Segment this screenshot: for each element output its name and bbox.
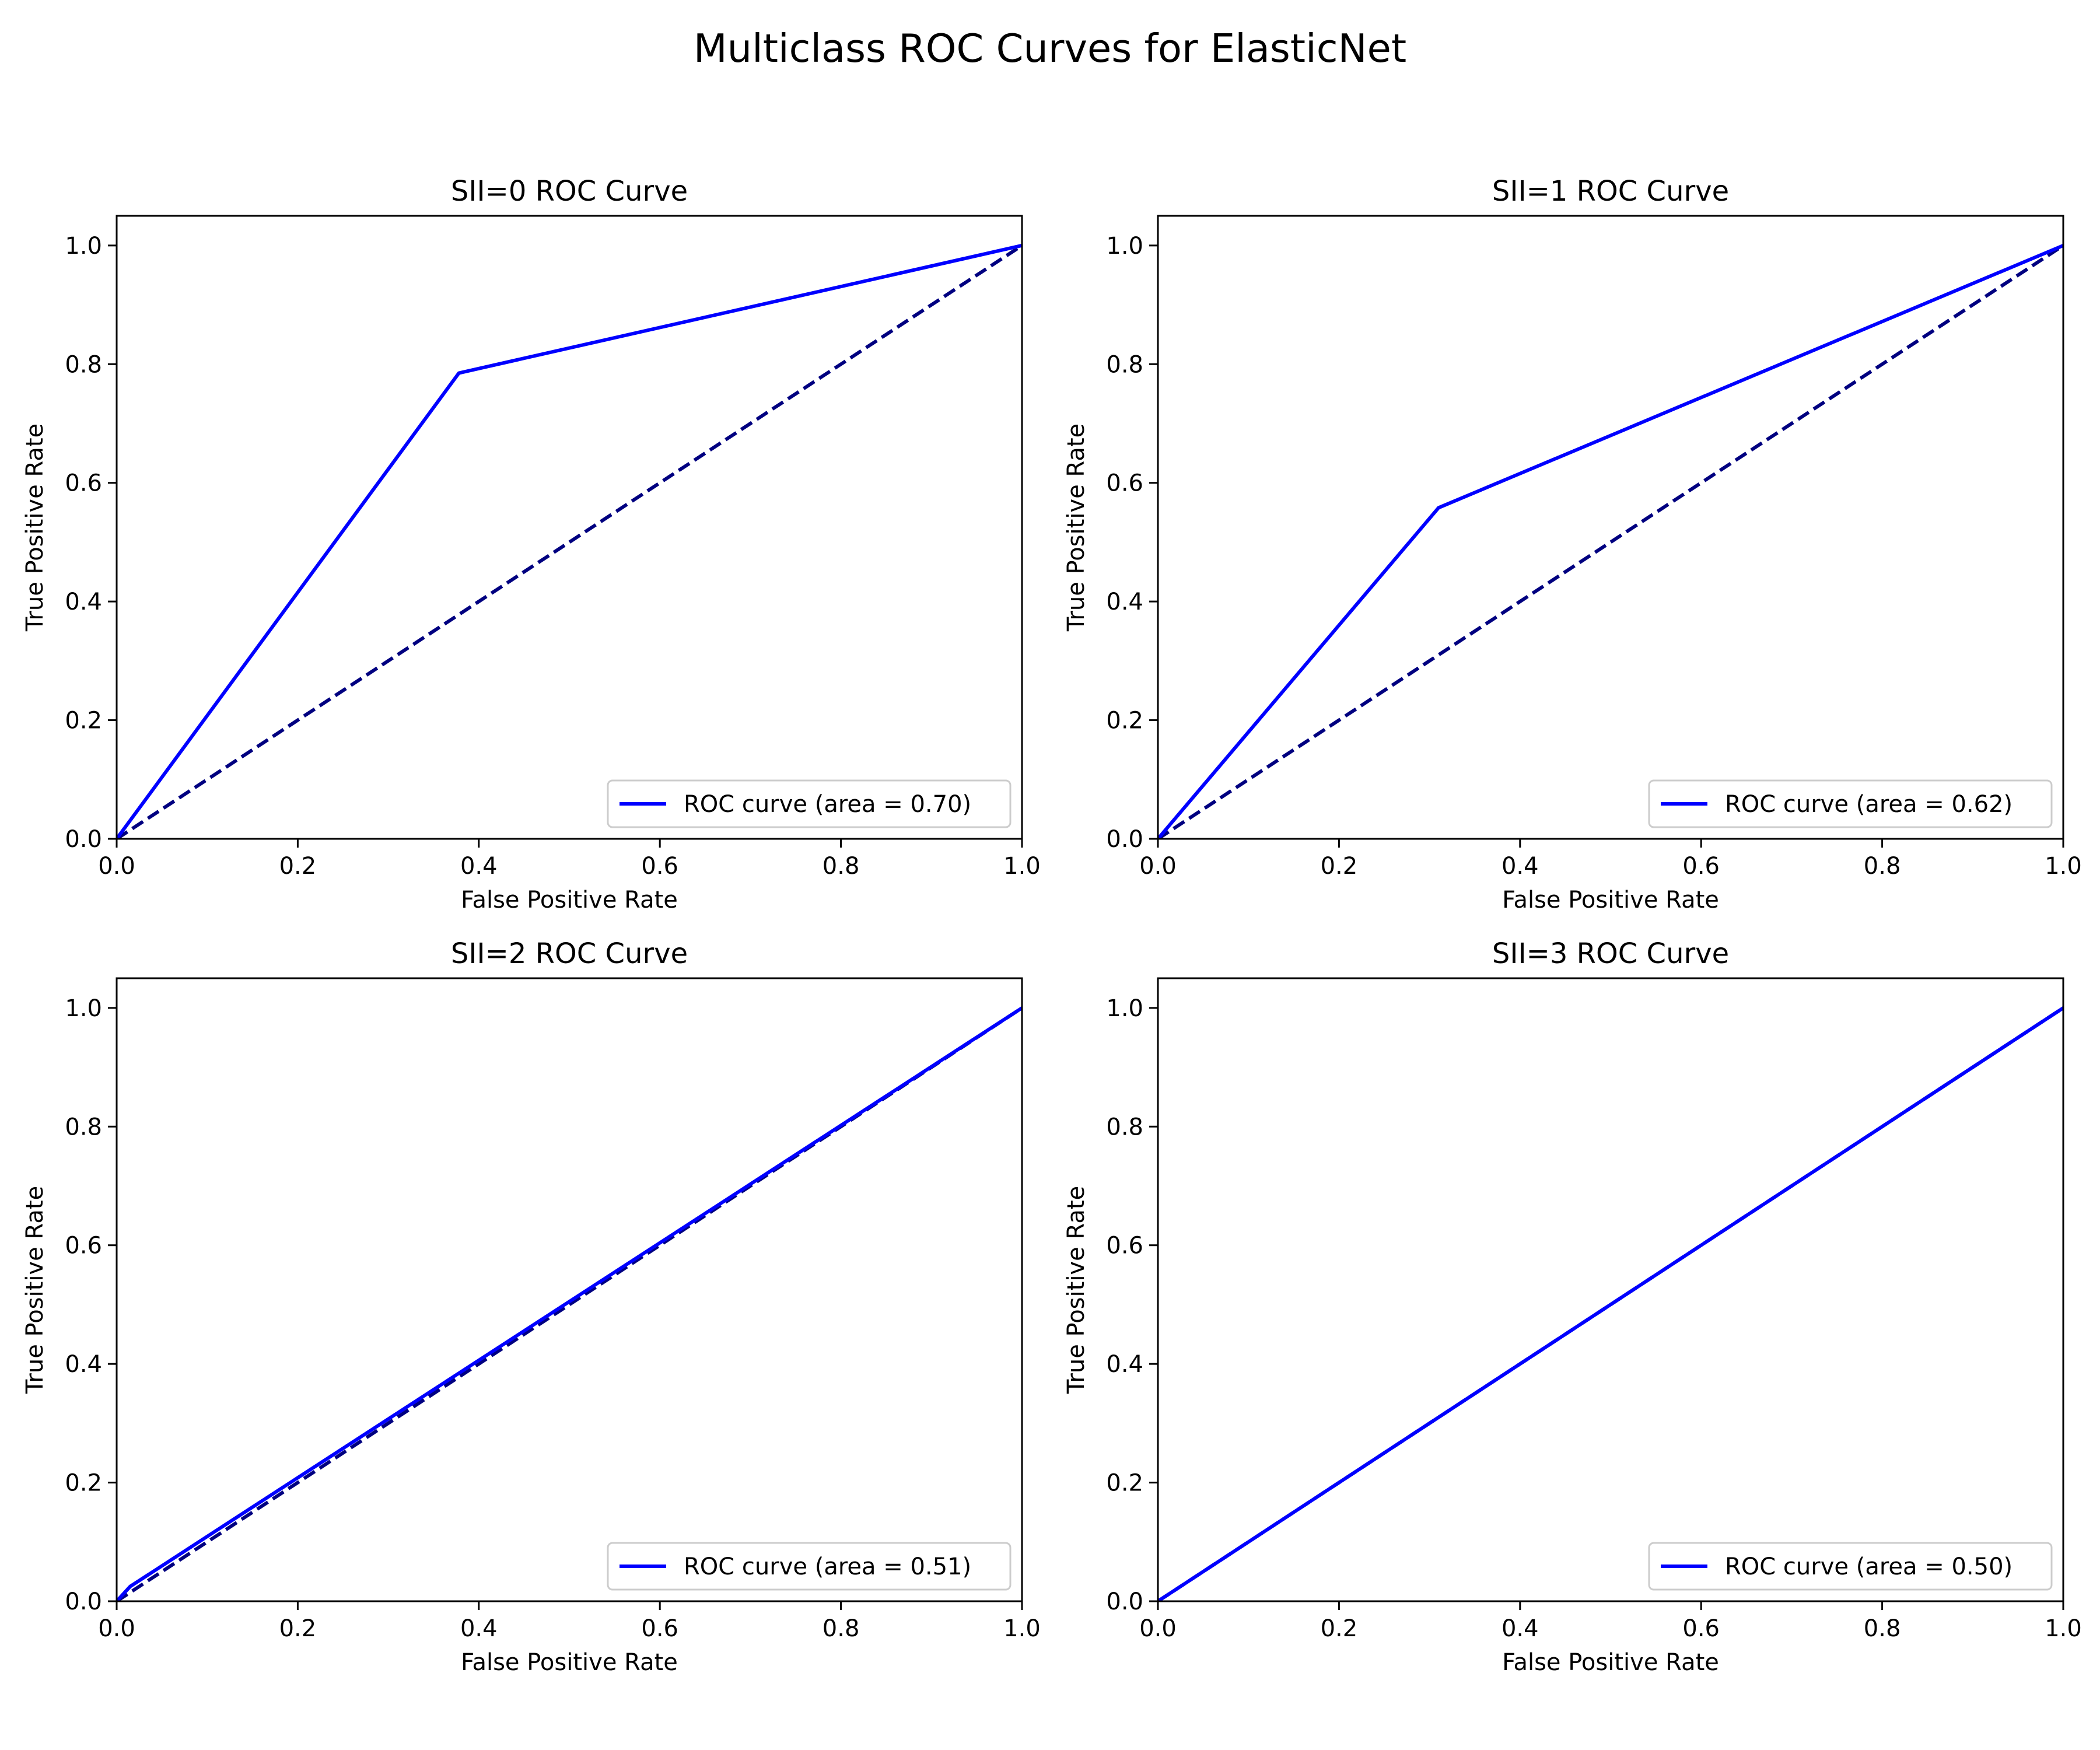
x-tick-label: 0.6 (641, 853, 678, 880)
x-tick-label: 0.0 (1139, 853, 1177, 880)
y-tick-label: 0.6 (65, 1233, 102, 1259)
x-tick-label: 1.0 (1003, 853, 1041, 880)
legend: ROC curve (area = 0.70) (607, 779, 1012, 828)
y-axis-label: True Positive Rate (22, 424, 48, 632)
subplot-1: 0.0 0.2 0.4 0.6 0.8 1.0 0.0 0.2 0.4 0.6 0.8 1.0 SII=… (1063, 175, 2082, 914)
roc-curve-line (1158, 244, 2063, 839)
x-tick-label: 1.0 (2045, 853, 2082, 880)
x-tick-label: 0.8 (1864, 853, 1901, 880)
y-tick-label: 0.6 (65, 470, 102, 497)
x-tick-label: 0.2 (1321, 1615, 1358, 1642)
x-tick-label: 0.4 (460, 853, 498, 880)
x-tick-label: 0.4 (460, 1615, 498, 1642)
subplot-2: 0.0 0.2 0.4 0.6 0.8 1.0 0.0 0.2 0.4 0.6 0.8 1.0 SII=… (22, 937, 1041, 1676)
chance-diagonal-line (117, 244, 1022, 839)
legend-label: ROC curve (area = 0.50) (1725, 1553, 2013, 1580)
y-tick-label: 0.4 (1106, 589, 1143, 615)
legend-box (1648, 779, 2053, 828)
x-tick-label: 0.8 (1864, 1615, 1901, 1642)
x-tick-label: 0.8 (822, 853, 860, 880)
y-tick-label: 0.8 (65, 351, 102, 378)
legend: ROC curve (area = 0.62) (1648, 779, 2053, 828)
y-tick-label: 0.8 (65, 1114, 102, 1140)
subplot-title: SII=1 ROC Curve (1492, 175, 1729, 208)
y-tick-label: 0.0 (65, 826, 102, 853)
subplot-3: 0.0 0.2 0.4 0.6 0.8 1.0 0.0 0.2 0.4 0.6 0.8 1.0 SII=… (1063, 937, 2082, 1676)
legend-label: ROC curve (area = 0.62) (1725, 791, 2013, 818)
subplot-grid: 0.0 0.2 0.4 0.6 0.8 1.0 0.0 0.2 0.4 0.6 0.8 1.0 SII=… (22, 175, 2082, 1676)
x-tick-label: 1.0 (1003, 1615, 1041, 1642)
x-tick-label: 0.6 (641, 1615, 678, 1642)
y-tick-label: 1.0 (65, 995, 102, 1022)
legend: ROC curve (area = 0.51) (607, 1542, 1012, 1591)
axes-frame (116, 215, 1023, 840)
subplot-title: SII=2 ROC Curve (451, 937, 688, 970)
x-tick-label: 0.0 (98, 853, 135, 880)
subplot-0: 0.0 0.2 0.4 0.6 0.8 1.0 0.0 0.2 0.4 0.6 0.8 1.0 SII=… (22, 175, 1041, 914)
subplot-title: SII=3 ROC Curve (1492, 937, 1729, 970)
y-tick-label: 0.6 (1106, 470, 1143, 497)
y-tick-label: 0.0 (1106, 1588, 1143, 1615)
y-tick-label: 1.0 (1106, 233, 1143, 260)
y-tick-label: 0.2 (1106, 1470, 1143, 1497)
x-axis-label: False Positive Rate (1502, 1649, 1719, 1676)
figure-title: Multiclass ROC Curves for ElasticNet (694, 26, 1406, 71)
roc-curve-line (117, 1006, 1022, 1601)
legend-box (1648, 1542, 2053, 1591)
legend: ROC curve (area = 0.50) (1648, 1542, 2053, 1591)
y-tick-label: 0.0 (65, 1588, 102, 1615)
legend-box (607, 1542, 1012, 1591)
y-axis-label: True Positive Rate (1063, 1186, 1090, 1394)
x-tick-label: 0.2 (279, 1615, 317, 1642)
x-tick-label: 1.0 (2045, 1615, 2082, 1642)
roc-curve-line (1158, 1006, 2063, 1601)
legend-label: ROC curve (area = 0.70) (684, 791, 971, 818)
x-axis-label: False Positive Rate (461, 1649, 678, 1676)
y-tick-label: 0.4 (1106, 1351, 1143, 1378)
y-tick-label: 0.2 (65, 708, 102, 734)
y-tick-label: 0.4 (65, 589, 102, 615)
y-tick-label: 0.8 (1106, 1114, 1143, 1140)
y-tick-label: 1.0 (65, 233, 102, 260)
x-tick-label: 0.0 (98, 1615, 135, 1642)
x-tick-label: 0.0 (1139, 1615, 1177, 1642)
legend-box (607, 779, 1012, 828)
subplot-title: SII=0 ROC Curve (451, 175, 688, 208)
y-tick-label: 0.2 (1106, 708, 1143, 734)
y-tick-label: 0.2 (65, 1470, 102, 1497)
axes-frame (1157, 977, 2064, 1602)
x-tick-label: 0.4 (1502, 1615, 1539, 1642)
y-tick-label: 0.6 (1106, 1233, 1143, 1259)
y-axis-label: True Positive Rate (22, 1186, 48, 1394)
x-tick-label: 0.6 (1682, 1615, 1720, 1642)
y-tick-label: 0.8 (1106, 351, 1143, 378)
x-tick-label: 0.6 (1682, 853, 1720, 880)
y-tick-label: 0.0 (1106, 826, 1143, 853)
x-axis-label: False Positive Rate (461, 887, 678, 914)
roc-curve-line (117, 243, 1022, 839)
x-tick-label: 0.4 (1502, 853, 1539, 880)
y-axis-label: True Positive Rate (1063, 424, 1090, 632)
axes-frame (1157, 215, 2064, 840)
y-tick-label: 1.0 (1106, 995, 1143, 1022)
y-tick-label: 0.4 (65, 1351, 102, 1378)
x-axis-label: False Positive Rate (1502, 887, 1719, 914)
chance-diagonal-line (1158, 244, 2063, 839)
legend-label: ROC curve (area = 0.51) (684, 1553, 971, 1580)
axes-frame (116, 977, 1023, 1602)
x-tick-label: 0.8 (822, 1615, 860, 1642)
x-tick-label: 0.2 (1321, 853, 1358, 880)
x-tick-label: 0.2 (279, 853, 317, 880)
